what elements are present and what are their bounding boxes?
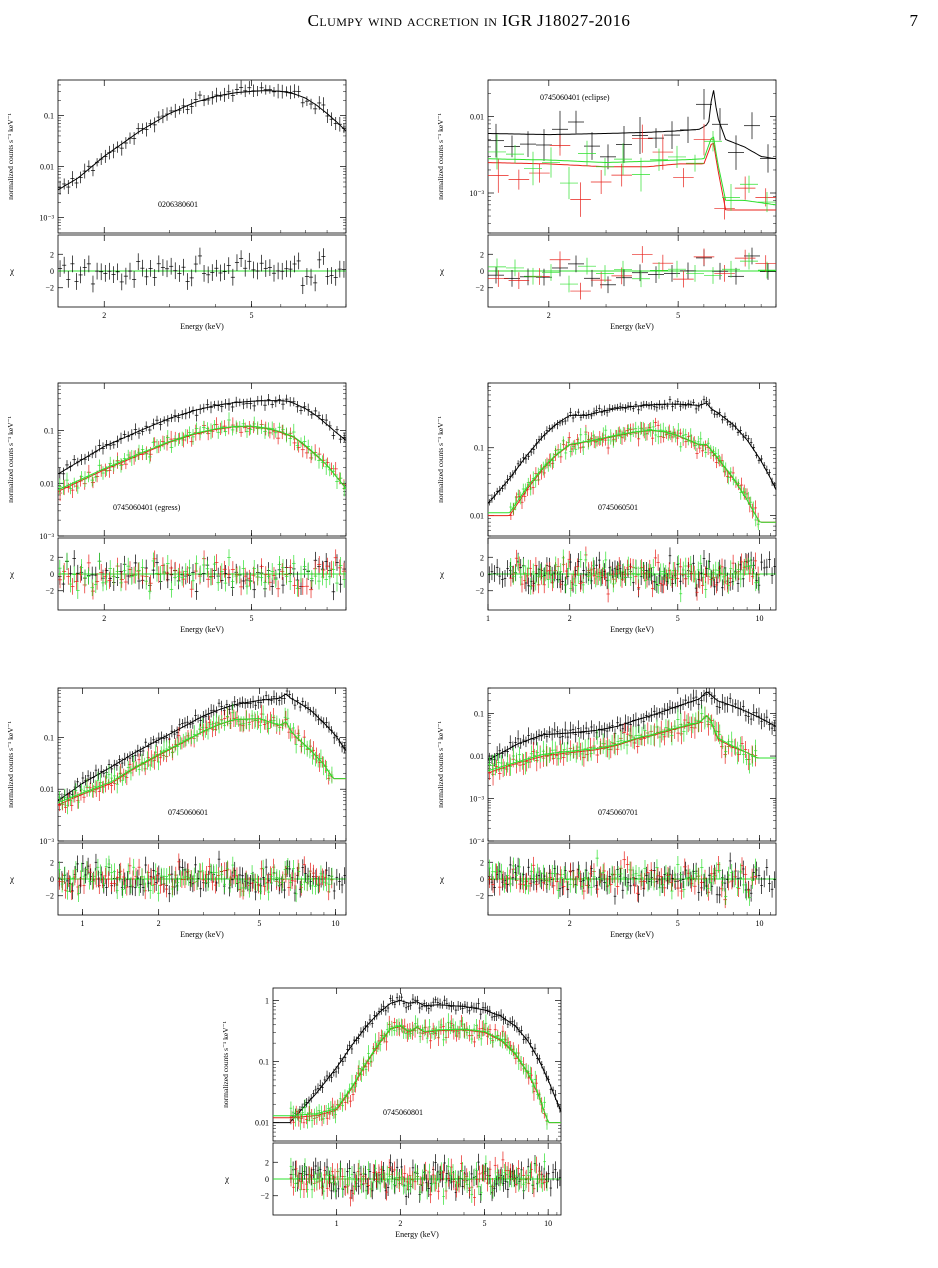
y-axis-label: normalized counts s⁻¹ keV⁻¹	[436, 721, 445, 808]
y-tick-label: 10⁻³	[469, 189, 484, 198]
x-tick-label: 1	[81, 919, 85, 928]
resid-tick-label: −2	[45, 284, 54, 293]
residual-axis-label: χ	[9, 569, 14, 579]
mos1-model-curve	[487, 715, 776, 774]
x-axis-label: Energy (keV)	[610, 322, 654, 331]
resid-tick-label: 2	[50, 250, 54, 259]
y-tick-label: 0.1	[44, 733, 54, 742]
x-tick-label: 10	[756, 614, 764, 623]
y-tick-label: 0.01	[40, 163, 54, 172]
spectrum-panel-0206380601: 10⁻³ 0.01 0.1 2 5 2 0 −2 normalized counts s⁻¹ k…	[6, 79, 347, 331]
x-axis-label: Energy (keV)	[610, 930, 654, 939]
resid-tick-label: 2	[480, 553, 484, 562]
pn-model-curve	[57, 693, 347, 802]
x-tick-label: 2	[102, 614, 106, 623]
x-tick-label: 10	[332, 919, 340, 928]
y-tick-label: 10⁻³	[39, 837, 54, 846]
y-tick-label: 0.01	[40, 785, 54, 794]
main-plot-frame	[487, 382, 777, 537]
spectrum-panel-0745060401-eclipse: 10⁻³ 0.01 2 5 2 0 −2 normalized counts s⁻¹ keV⁻…	[436, 79, 777, 331]
page-number: 7	[909, 11, 919, 30]
y-axis-label: normalized counts s⁻¹ keV⁻¹	[436, 113, 445, 200]
observation-id-label: 0745060401 (eclipse)	[540, 93, 610, 102]
y-tick-label: 0.01	[470, 112, 484, 121]
x-tick-label: 5	[257, 919, 261, 928]
observation-id-label: 0745060501	[598, 503, 638, 512]
resid-tick-label: −2	[45, 892, 54, 901]
resid-tick-label: 0	[50, 267, 54, 276]
x-axis-label: Energy (keV)	[180, 322, 224, 331]
mos1-model-curve	[488, 142, 776, 211]
resid-tick-label: 0	[50, 570, 54, 579]
spectrum-panel-0745060501: 0.01 0.1 1 2 5 10 2 0 −2 normalized counts s⁻¹ ke…	[436, 382, 777, 634]
observation-id-label: 0206380601	[158, 200, 198, 209]
resid-tick-label: −2	[475, 892, 484, 901]
y-tick-label: 10⁻³	[469, 795, 484, 804]
y-tick-label: 10⁻⁴	[469, 837, 484, 846]
x-tick-label: 5	[250, 614, 254, 623]
y-tick-label: 10⁻³	[39, 532, 54, 541]
y-tick-label: 0.1	[44, 427, 54, 436]
pn-model-curve	[57, 400, 347, 475]
y-axis-label: normalized counts s⁻¹ keV⁻¹	[6, 416, 15, 503]
x-axis-label: Energy (keV)	[180, 625, 224, 634]
residual-axis-label: χ	[439, 266, 444, 276]
mos2-model-curve	[57, 718, 346, 804]
mos1-model-curve	[57, 426, 347, 492]
spectrum-panel-0745060601: 10⁻³ 0.01 0.1 1 2 5 10 2 0 −2 normalized counts s⁻…	[6, 687, 347, 939]
resid-tick-label: 0	[480, 267, 484, 276]
x-tick-label: 2	[568, 614, 572, 623]
x-tick-label: 2	[157, 919, 161, 928]
y-axis-label: normalized counts s⁻¹ keV⁻¹	[436, 416, 445, 503]
x-axis-label: Energy (keV)	[180, 930, 224, 939]
observation-id-label: 0745060401 (egress)	[113, 503, 181, 512]
x-tick-label: 5	[676, 919, 680, 928]
pn-model-curve	[487, 402, 777, 504]
y-tick-label: 10⁻³	[39, 214, 54, 223]
resid-tick-label: 0	[480, 570, 484, 579]
x-tick-label: 2	[102, 311, 106, 320]
resid-tick-label: 2	[50, 553, 54, 562]
y-tick-label: 0.01	[470, 752, 484, 761]
residual-axis-label: χ	[439, 874, 444, 884]
mos2-model-curve	[488, 136, 777, 206]
y-tick-label: 0.1	[474, 710, 484, 719]
mos2-model-curve	[57, 425, 347, 491]
residual-axis-label: χ	[439, 569, 444, 579]
resid-tick-label: 2	[50, 858, 54, 867]
x-tick-label: 5	[676, 311, 680, 320]
y-tick-label: 0.1	[474, 444, 484, 453]
resid-tick-label: 0	[50, 875, 54, 884]
main-plot-frame	[57, 382, 347, 537]
x-tick-label: 2	[547, 311, 551, 320]
spectrum-panel-0745060701: 10⁻⁴ 10⁻³ 0.01 0.1 2 5 10 2 0 −2 normalized counts…	[436, 687, 777, 939]
y-axis-label: normalized counts s⁻¹ keV⁻¹	[6, 721, 15, 808]
spectrum-panel-0745060401-egress: 10⁻³ 0.01 0.1 2 5 2 0 −2 normalized counts s⁻¹ k…	[6, 382, 347, 634]
observation-id-label: 0745060701	[598, 808, 638, 817]
resid-tick-label: 2	[480, 858, 484, 867]
x-axis-label: Energy (keV)	[610, 625, 654, 634]
x-tick-label: 2	[568, 919, 572, 928]
residual-axis-label: χ	[9, 266, 14, 276]
resid-tick-label: −2	[475, 587, 484, 596]
pn-model-curve	[488, 90, 777, 160]
x-tick-label: 5	[250, 311, 254, 320]
x-tick-label: 5	[676, 614, 680, 623]
y-tick-label: 0.1	[44, 112, 54, 121]
main-plot-frame	[57, 687, 347, 842]
residual-axis-label: χ	[9, 874, 14, 884]
running-head: Clumpy wind accretion in IGR J18027-2016	[307, 11, 631, 30]
y-axis-label: normalized counts s⁻¹ keV⁻¹	[6, 113, 15, 200]
observation-id-label: 0745060601	[168, 808, 208, 817]
resid-tick-label: −2	[475, 284, 484, 293]
resid-tick-label: −2	[45, 587, 54, 596]
resid-tick-label: 2	[480, 250, 484, 259]
x-tick-label: 10	[756, 919, 764, 928]
y-tick-label: 0.01	[40, 479, 54, 488]
x-tick-label: 1	[486, 614, 490, 623]
main-plot-frame	[57, 79, 347, 234]
y-tick-label: 0.01	[470, 512, 484, 521]
resid-tick-label: 0	[480, 875, 484, 884]
